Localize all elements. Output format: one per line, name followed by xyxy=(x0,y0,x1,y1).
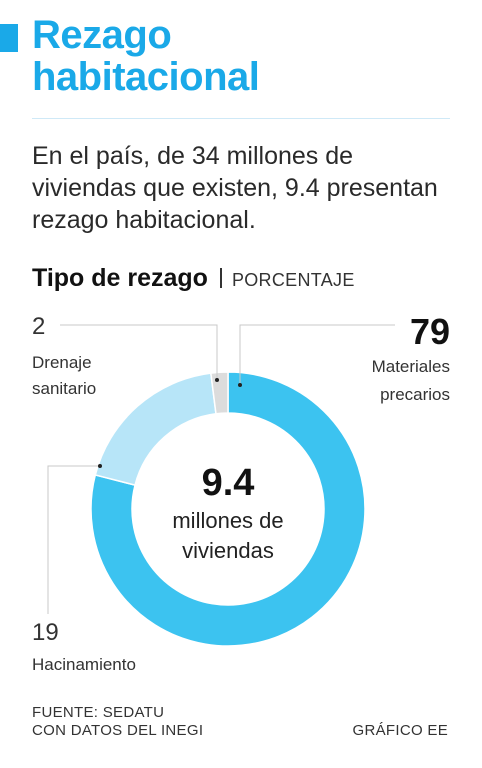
accent-bar xyxy=(0,24,18,52)
footer-source-line1: FUENTE: SEDATU xyxy=(32,704,165,721)
label-materiales-line2: precarios xyxy=(380,385,450,404)
label-drenaje-line2: sanitario xyxy=(32,379,97,398)
slice-materiales-precarios xyxy=(90,371,366,647)
section-title: Tipo de rezago xyxy=(32,264,208,292)
footer-source: FUENTE: SEDATU CON DATOS DEL INEGI xyxy=(32,704,203,740)
leader-dot-materiales xyxy=(238,383,242,387)
leader-dot-hacinamiento xyxy=(98,464,102,468)
center-label: millones de viviendas xyxy=(148,506,308,566)
section-heading: Tipo de rezago PORCENTAJE xyxy=(32,264,355,293)
leader-line-materiales xyxy=(239,324,395,385)
value-materiales: 79 xyxy=(409,311,450,352)
title-divider xyxy=(32,118,450,119)
leader-line-hacinamiento xyxy=(47,465,100,614)
section-unit: PORCENTAJE xyxy=(231,270,355,290)
label-materiales-line1: Materiales xyxy=(371,357,450,376)
label-drenaje-line1: Drenaje xyxy=(32,353,92,372)
leader-dot-drenaje xyxy=(215,378,219,382)
value-drenaje: 2 xyxy=(32,313,46,340)
center-value: 9.4 xyxy=(201,462,255,504)
title-line-1: Rezago xyxy=(32,13,172,57)
section-separator xyxy=(219,268,222,288)
subtitle: En el país, de 34 millones de viviendas … xyxy=(32,142,438,234)
footer-credit: GRÁFICO EE xyxy=(352,722,448,739)
label-hacinamiento: Hacinamiento xyxy=(32,655,136,674)
value-hacinamiento: 19 xyxy=(32,619,59,646)
center-label-line2: viviendas xyxy=(182,538,274,563)
title-line-2: habitacional xyxy=(32,55,260,99)
footer-source-line2: CON DATOS DEL INEGI xyxy=(32,722,204,739)
center-label-line1: millones de xyxy=(172,508,284,533)
page-title: Rezago habitacional xyxy=(32,14,452,98)
leader-line-drenaje xyxy=(60,324,218,380)
